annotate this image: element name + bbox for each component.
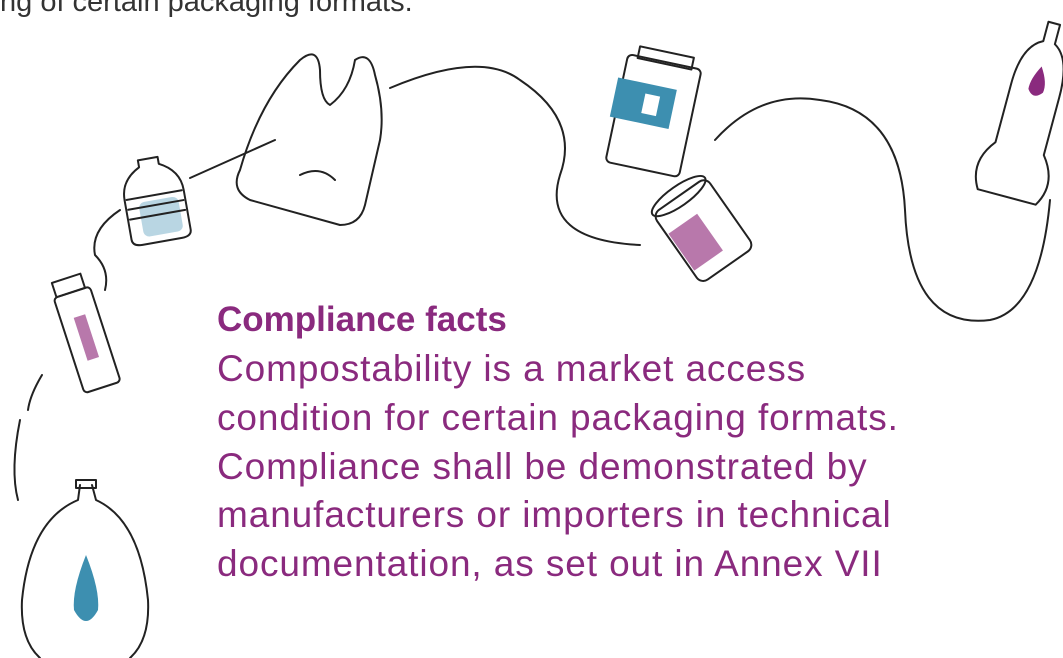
spray-can: [49, 272, 121, 393]
path-line: [94, 210, 120, 290]
callout-line: condition for certain packaging formats.: [217, 397, 899, 439]
water-drop: [74, 555, 99, 621]
path-line: [14, 420, 20, 500]
bag: [237, 54, 382, 225]
callout-line: documentation, as set out in Annex VII: [217, 543, 883, 585]
path-line: [715, 98, 1050, 320]
water-jug: [118, 153, 192, 246]
callout-line: manufacturers or importers in technical: [217, 494, 892, 536]
tub: [600, 43, 703, 177]
callout-line: Compostability is a market access: [217, 348, 806, 390]
cropped-text: ng of certain packaging formats.: [0, 0, 413, 19]
tin-can: [647, 169, 755, 284]
path-line: [28, 375, 42, 410]
callout-line: Compliance shall be demonstrated by: [217, 446, 868, 488]
callout-title: Compliance facts: [217, 300, 507, 340]
path-line: [190, 140, 275, 178]
page: ng of certain packaging formats. Complia…: [0, 0, 1063, 658]
path-line: [390, 67, 640, 245]
right-bottle: [972, 14, 1063, 207]
